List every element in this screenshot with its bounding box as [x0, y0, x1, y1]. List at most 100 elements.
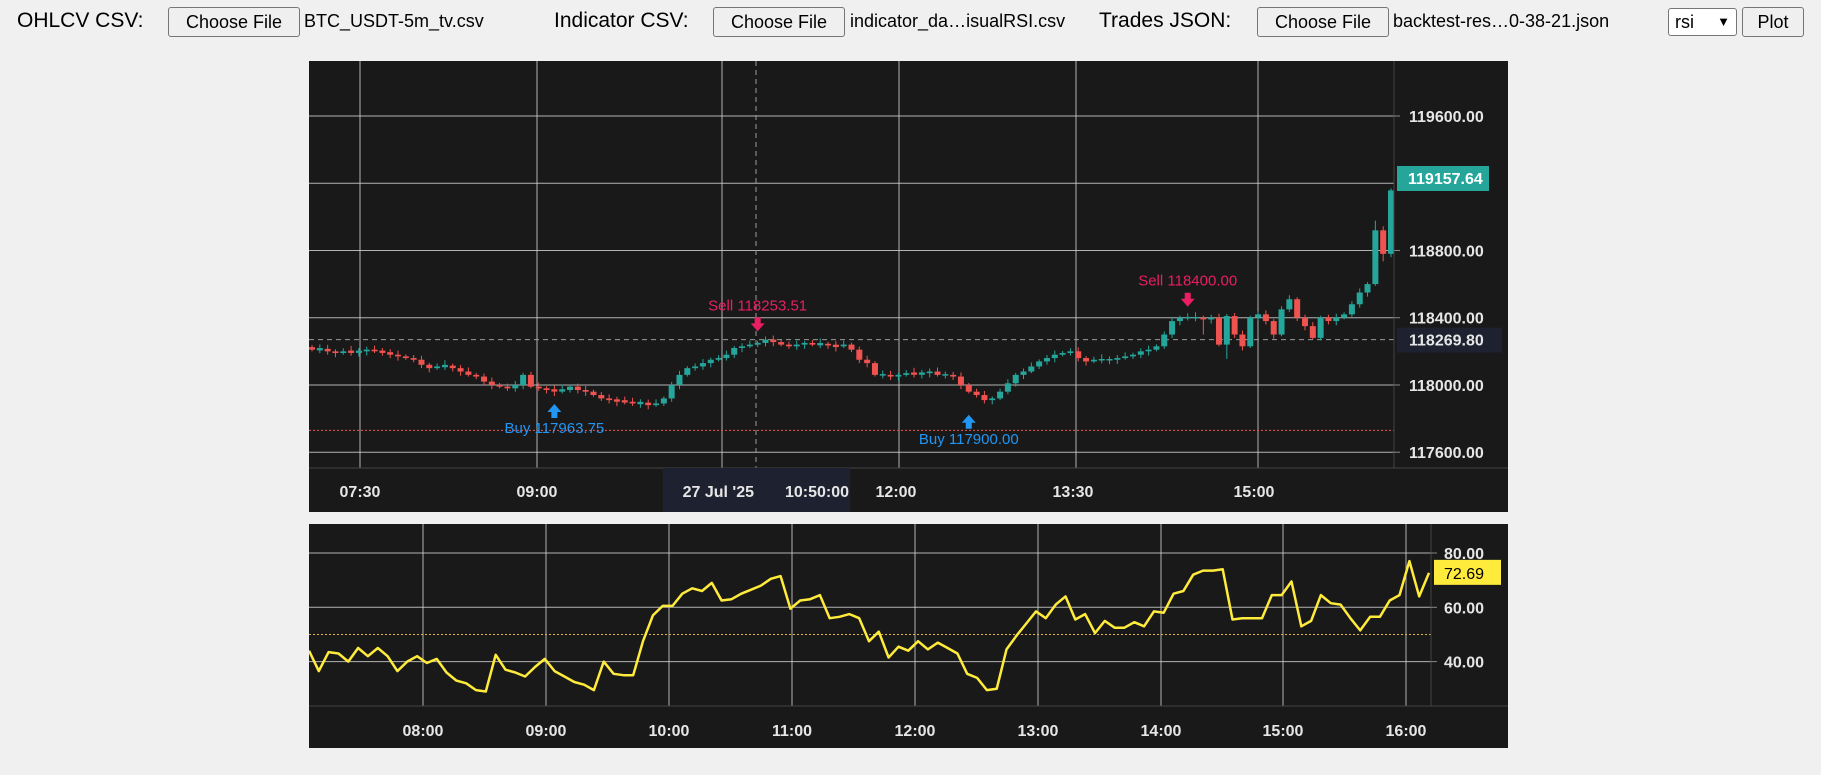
candle: [1137, 351, 1144, 355]
candle: [981, 395, 988, 401]
candle: [1051, 354, 1058, 359]
price-tick-label: 117600.00: [1409, 445, 1484, 462]
time-tick-label: 12:00: [876, 484, 917, 501]
trades-file-name: backtest-res…0-38-21.json: [1393, 11, 1610, 31]
price-tick-label: 118400.00: [1409, 311, 1484, 328]
candle: [809, 342, 816, 345]
candle: [621, 400, 628, 403]
candle: [1012, 374, 1019, 384]
rsi-chart[interactable]: 40.00 60.00 80.00 72.69 08:00 09:00 10:00 11:00…: [309, 524, 1508, 748]
candle: [402, 356, 409, 359]
candle: [879, 374, 886, 376]
candle: [574, 386, 581, 391]
indicator-file-name: indicator_da…isualRSI.csv: [850, 11, 1066, 31]
candle: [496, 384, 503, 387]
candle: [606, 398, 613, 401]
time-tick-label: 10:50:00: [785, 484, 849, 501]
candle: [410, 358, 417, 360]
candle: [950, 374, 957, 377]
candle: [535, 386, 542, 389]
candle: [527, 374, 534, 387]
sell-marker-label: Sell 118253.51: [708, 297, 807, 314]
indicator-select[interactable]: rsi ▼: [1668, 8, 1737, 36]
sell-marker-arrow-icon: [1180, 292, 1195, 307]
candle: [1145, 349, 1152, 352]
candle: [1317, 317, 1324, 338]
candle: [465, 371, 472, 375]
time-tick-label: 09:00: [517, 484, 558, 501]
candle: [871, 363, 878, 375]
rsi-time-tick-label: 13:00: [1018, 723, 1059, 740]
crosshair-time-badge: [663, 468, 850, 512]
candle: [582, 390, 589, 392]
plot-button[interactable]: Plot: [1742, 7, 1804, 37]
candle: [699, 363, 706, 367]
time-tick-label: 27 Jul '25: [683, 484, 755, 501]
candle: [332, 351, 339, 354]
candle: [1184, 316, 1191, 319]
rsi-time-tick-label: 16:00: [1386, 723, 1427, 740]
candle: [911, 372, 918, 375]
candle: [1004, 383, 1011, 392]
candle: [1028, 366, 1035, 372]
candle: [1067, 351, 1074, 354]
candle: [434, 366, 441, 369]
trades-choose-file-button[interactable]: Choose File: [1257, 7, 1389, 37]
candle: [1122, 356, 1129, 359]
rsi-last-value-label: 72.69: [1444, 566, 1484, 583]
candle: [395, 354, 402, 357]
sell-marker-label: Sell 118400.00: [1138, 273, 1237, 290]
rsi-time-tick-label: 09:00: [526, 723, 567, 740]
crosshair-price-badge: [1397, 327, 1502, 353]
last-price-badge: [1397, 166, 1489, 191]
candle: [989, 398, 996, 401]
candle: [598, 395, 605, 399]
candle: [371, 349, 378, 352]
candle: [348, 350, 355, 353]
candle: [762, 339, 769, 343]
candle: [309, 347, 315, 350]
candle: [1059, 353, 1066, 355]
candle: [739, 346, 746, 348]
ohlcv-choose-file-button[interactable]: Choose File: [168, 7, 300, 37]
candle: [481, 376, 488, 382]
candle: [895, 374, 902, 377]
price-chart[interactable]: Buy 117963.75 Sell 118253.51 Buy 117900.00…: [309, 61, 1508, 512]
candle: [942, 374, 949, 376]
candle: [488, 381, 495, 385]
candle: [1348, 304, 1355, 315]
candle: [1388, 190, 1394, 254]
candle: [770, 339, 777, 343]
candle: [1223, 316, 1230, 345]
rsi-last-value-badge: [1434, 559, 1501, 585]
rsi-line: [309, 559, 1431, 693]
buy-marker-arrow-icon: [547, 404, 562, 419]
candle: [379, 350, 386, 353]
candle: [1161, 334, 1168, 347]
rsi-time-tick-label: 11:00: [772, 723, 812, 740]
candle: [613, 399, 620, 402]
candle: [746, 344, 753, 347]
candle: [363, 349, 370, 352]
candle: [1341, 314, 1348, 318]
candle: [887, 374, 894, 377]
candle: [653, 403, 660, 406]
candle: [926, 371, 933, 374]
candle: [1098, 358, 1105, 361]
price-tick-label: 118800.00: [1409, 243, 1484, 260]
candle: [660, 398, 667, 404]
candle: [520, 374, 527, 385]
candle: [817, 343, 824, 346]
candle: [840, 344, 847, 347]
time-tick-label: 15:00: [1234, 484, 1275, 501]
candle: [684, 368, 691, 375]
candle: [1129, 354, 1136, 357]
candle: [457, 368, 464, 372]
candle: [1325, 317, 1332, 322]
buy-marker-label: Buy 117900.00: [919, 431, 1019, 448]
candle: [473, 374, 480, 377]
indicator-choose-file-button[interactable]: Choose File: [713, 7, 845, 37]
candle: [785, 344, 792, 347]
candle: [1215, 317, 1222, 345]
price-tick-label: 118000.00: [1409, 378, 1484, 395]
